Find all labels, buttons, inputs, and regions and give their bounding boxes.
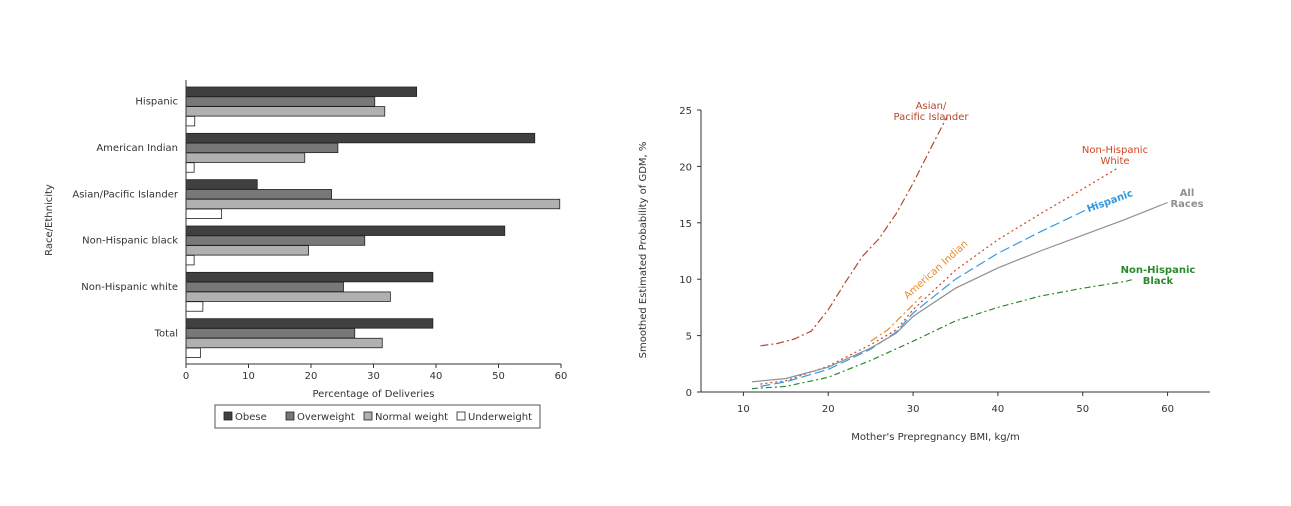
category-label: Hispanic (135, 97, 178, 108)
line-non-hispanic-white (760, 168, 1118, 385)
x-tick-label: 50 (492, 371, 505, 382)
bar-obese-non-hispanic-black (185, 225, 506, 236)
x-tick-label: 20 (822, 404, 835, 415)
legend-label-underweight: Underweight (468, 412, 532, 423)
y-tick-label: 5 (686, 332, 692, 343)
bar-overweight-asian-pacific-islander (185, 189, 333, 200)
legend-swatch-overweight (285, 411, 295, 421)
line-all-races (751, 201, 1168, 383)
y-axis-title: Smoothed Estimated Probability of GDM, % (638, 142, 649, 359)
series-label: Hispanic (1086, 188, 1135, 215)
series-label-group: Hispanic (1086, 188, 1135, 215)
bar-normal-weight-hispanic (185, 106, 386, 117)
x-tick-label: 30 (907, 404, 920, 415)
bar-normal-weight-total (185, 337, 383, 349)
legend-swatch-underweight (456, 411, 466, 421)
legend-label-obese: Obese (235, 412, 267, 423)
x-tick-label: 40 (992, 404, 1005, 415)
series-label: White (1100, 156, 1129, 167)
x-axis-title: Percentage of Deliveries (313, 389, 435, 400)
series-label-group: Asian/Pacific Islander (894, 101, 970, 123)
x-tick-label: 60 (555, 371, 568, 382)
line-chart: 0 5 10 15 20 25 10 20 30 40 50 60 Mother's Prepregna… (638, 101, 1210, 443)
series-label: Asian/ (916, 101, 947, 112)
legend-swatch-obese (223, 411, 233, 421)
x-axis-title: Mother's Prepregnancy BMI, kg/m (851, 432, 1020, 443)
bar-obese-non-hispanic-white (185, 271, 434, 283)
series-label: All (1180, 188, 1195, 199)
x-tick-label: 40 (430, 371, 443, 382)
bar-overweight-non-hispanic-black (185, 235, 366, 246)
x-tick-label: 10 (737, 404, 750, 415)
x-tick-label: 0 (183, 371, 189, 382)
bar-normal-weight-asian-pacific-islander (185, 198, 561, 210)
x-tick-label: 10 (242, 371, 255, 382)
y-tick-label: 25 (679, 106, 692, 117)
x-tick-label: 60 (1161, 404, 1174, 415)
bar-underweight-asian-pacific-islander (185, 208, 223, 219)
series-label: Pacific Islander (894, 112, 970, 123)
x-tick-label: 20 (305, 371, 318, 382)
bar-obese-american-indian (185, 132, 536, 144)
line-american-indian (870, 295, 923, 342)
y-tick-label: 20 (679, 162, 692, 173)
series-label: Black (1143, 276, 1174, 287)
bar-obese-hispanic (185, 86, 418, 97)
y-tick-label: 0 (686, 388, 692, 399)
bar-obese-total (185, 318, 434, 329)
bar-underweight-total (185, 347, 201, 358)
bar-obese-asian-pacific-islander (185, 179, 258, 190)
series-label: American Indian (902, 239, 970, 302)
category-label: Non-Hispanic black (82, 236, 178, 247)
y-axis-title: Race/Ethnicity (44, 184, 55, 256)
bar-chart: Hispanic American Indian Asian/Pacific Isl… (44, 80, 568, 429)
category-label: Asian/Pacific Islander (72, 189, 179, 200)
x-tick-label: 50 (1076, 404, 1089, 415)
bar-underweight-non-hispanic-white (185, 301, 204, 312)
bar-normal-weight-american-indian (185, 152, 306, 163)
series-label: Races (1170, 199, 1203, 210)
category-label: Non-Hispanic white (81, 282, 178, 293)
bar-underweight-hispanic (185, 116, 196, 127)
legend-label-overweight: Overweight (297, 412, 355, 423)
y-tick-label: 15 (679, 219, 692, 230)
bar-overweight-total (185, 328, 356, 339)
series-label: Non-Hispanic (1121, 265, 1196, 276)
series-label: Non-Hispanic (1082, 145, 1148, 156)
line-asian-pacific-islander (760, 116, 948, 347)
bar-normal-weight-non-hispanic-black (185, 245, 309, 256)
bar-overweight-american-indian (185, 142, 339, 154)
bar-overweight-non-hispanic-white (185, 281, 344, 293)
bar-underweight-non-hispanic-black (185, 254, 195, 266)
legend-swatch-normal-weight (363, 411, 373, 421)
bar-overweight-hispanic (185, 96, 376, 107)
legend-label-normal-weight: Normal weight (375, 412, 448, 423)
x-tick-label: 30 (367, 371, 380, 382)
bar-normal-weight-non-hispanic-white (185, 291, 391, 302)
line-hispanic (760, 201, 1100, 387)
category-label: Total (154, 328, 178, 339)
legend-box (214, 404, 541, 429)
y-tick-label: 10 (679, 275, 692, 286)
category-label: American Indian (96, 143, 178, 154)
bar-underweight-american-indian (185, 162, 195, 173)
series-label-group: American Indian (902, 239, 970, 302)
